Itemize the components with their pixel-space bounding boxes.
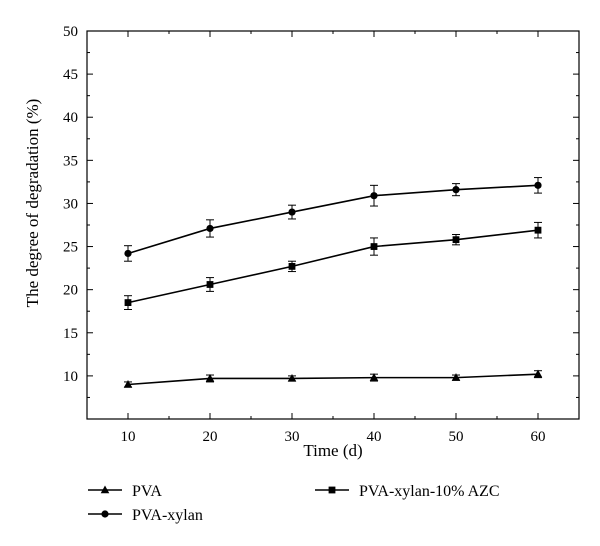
legend-marker (100, 485, 110, 494)
y-tick-label: 50 (63, 24, 78, 40)
legend-label: PVA (132, 483, 162, 500)
series-circle (124, 177, 542, 262)
y-tick-label: 10 (63, 369, 78, 385)
legend-marker (328, 486, 336, 494)
y-axis-label: The degree of degradation (%) (23, 99, 42, 308)
legend-item: PVA-xylan-10% AZC (315, 483, 500, 500)
legend-label: PVA-xylan-10% AZC (359, 483, 500, 500)
data-point (287, 373, 297, 382)
legend-marker (101, 510, 109, 518)
data-point (206, 224, 214, 233)
legend: PVA PVA-xylan PVA-xylan-10% AZC (88, 483, 500, 524)
data-point (452, 186, 460, 194)
x-tick-label: 50 (449, 429, 464, 445)
x-tick-label: 60 (531, 429, 546, 445)
data-point (123, 380, 133, 388)
y-tick-label: 40 (63, 110, 78, 126)
data-point (206, 281, 214, 288)
data-point (370, 192, 378, 200)
y-tick-label: 30 (63, 196, 78, 212)
data-point (288, 262, 296, 270)
series-line (127, 373, 539, 386)
series-line (127, 184, 539, 255)
y-tick-label: 20 (63, 283, 78, 299)
series-square (124, 221, 542, 310)
series-line (127, 229, 539, 304)
data-point (369, 373, 379, 381)
data-point (288, 208, 296, 216)
data-point (124, 299, 132, 306)
data-point (534, 181, 542, 189)
legend-label: PVA-xylan (132, 507, 203, 524)
series-triangle (123, 369, 543, 388)
y-tick-label: 35 (63, 153, 78, 169)
y-axis-ticks: 10 15 20 25 30 35 40 45 50 (63, 24, 579, 398)
data-point (452, 236, 460, 244)
plot-area (86, 30, 580, 420)
data-point (370, 243, 378, 250)
data-point (534, 226, 542, 234)
plot-frame (86, 30, 580, 420)
y-tick-label: 45 (63, 67, 78, 83)
y-tick-label: 15 (63, 326, 78, 342)
x-tick-label: 20 (203, 429, 218, 445)
data-point (124, 249, 132, 258)
legend-item: PVA-xylan (88, 507, 203, 524)
data-point (451, 373, 461, 381)
x-axis-label: Time (d) (303, 441, 362, 460)
x-tick-label: 10 (121, 429, 136, 445)
x-tick-label: 30 (285, 429, 300, 445)
x-axis-ticks: 10 20 30 40 50 60 (121, 31, 546, 445)
x-tick-label: 40 (367, 429, 382, 445)
y-tick-label: 25 (63, 240, 78, 256)
data-point (205, 373, 215, 382)
data-point (533, 369, 543, 378)
legend-item: PVA (88, 483, 162, 500)
